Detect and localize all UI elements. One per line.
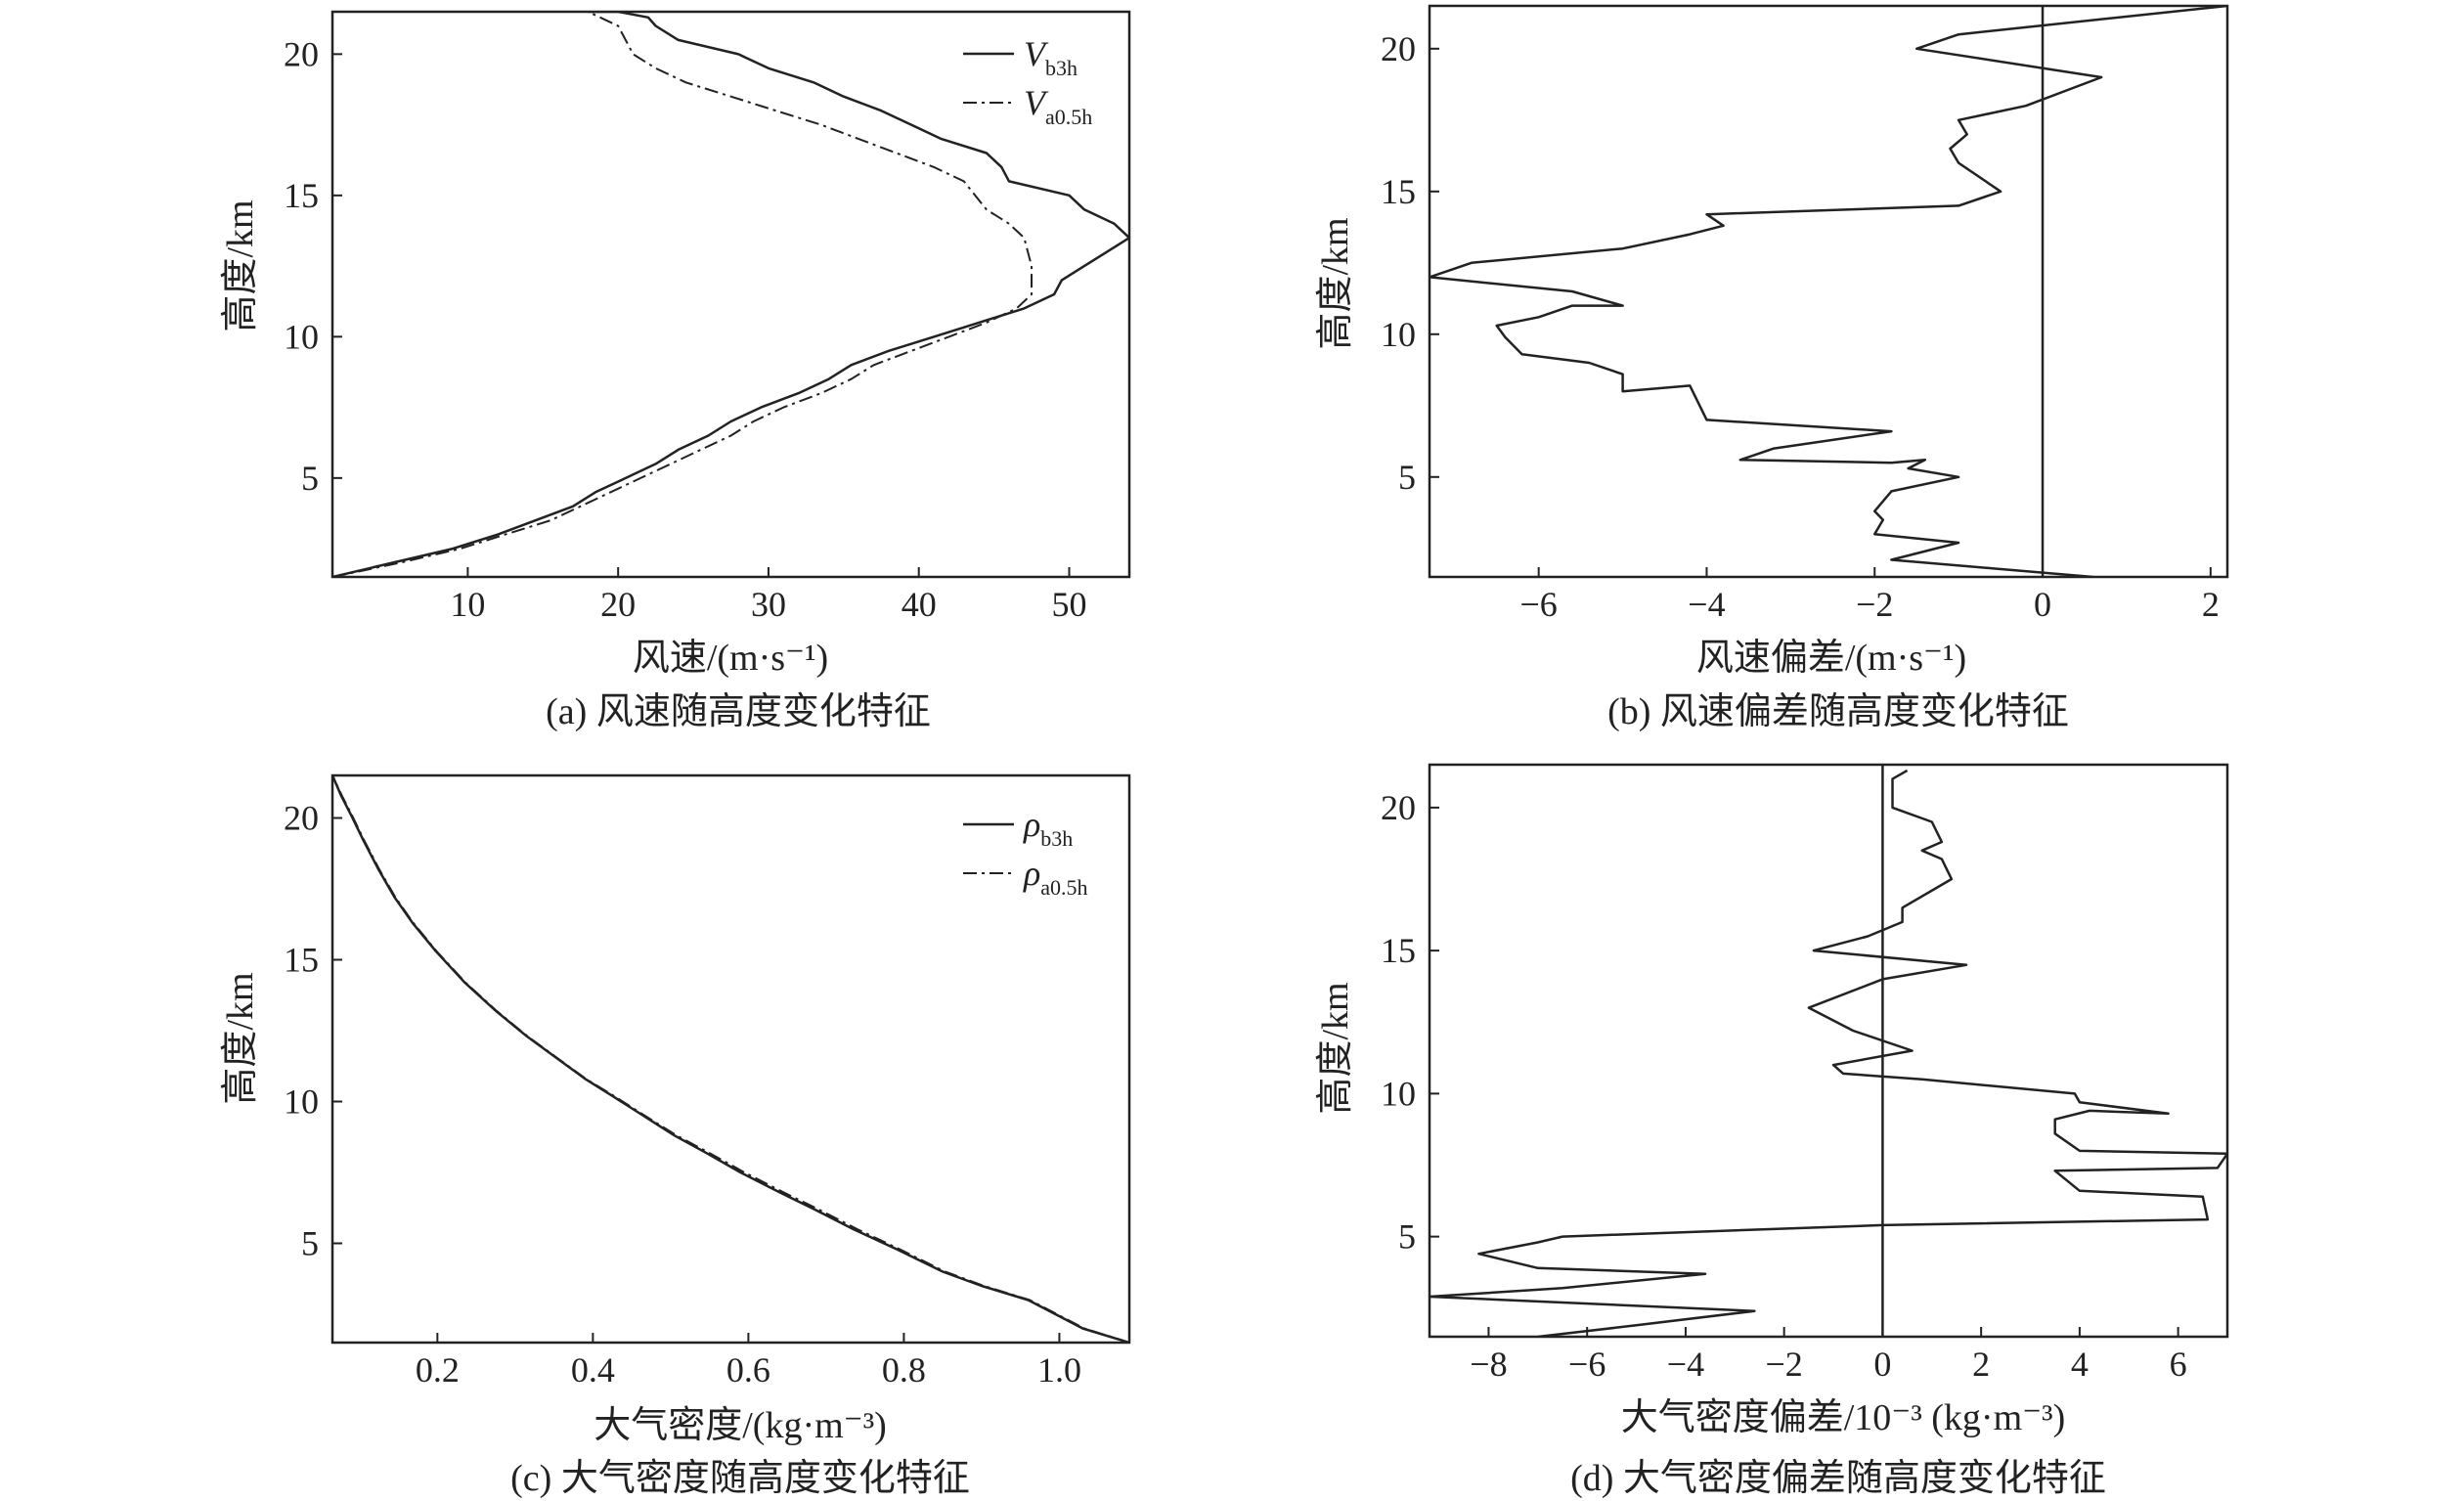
x-axis-ticks-d: −8 −6 −4 −2 0 2 4 6 [1470,1327,2187,1384]
data-lines-c [332,775,1129,1343]
y-tick-label: 5 [301,459,319,498]
y-axis-label-b: 高度/km [1315,217,1356,349]
y-tick-label: 15 [1381,172,1416,211]
series-line-s0 [1430,769,2227,1337]
legend-entry: ρb3h [1023,805,1073,851]
y-tick-label: 20 [284,34,319,73]
y-tick-label: 20 [1381,29,1416,68]
plot-frame-d [1428,763,2229,1339]
plot-frame-b [1428,4,2229,579]
y-axis-label-c: 高度/km [220,972,261,1104]
data-lines-d [1430,765,2227,1337]
x-tick-label: 0 [2034,585,2051,624]
x-tick-label: −6 [1568,1345,1606,1384]
y-tick-label: 10 [284,317,319,356]
legend-entry: Vb3h [1024,34,1078,80]
x-tick-label: −6 [1520,585,1558,624]
y-tick-label: 5 [1398,1217,1416,1257]
series-line-b3h [332,12,1129,577]
x-tick-label: 0 [1873,1345,1891,1384]
x-axis-label-c: 大气密度/(kg·m⁻³) [594,1405,887,1446]
x-tick-label: −4 [1667,1345,1704,1384]
x-tick-label: 6 [2170,1345,2187,1384]
x-tick-label: 0.2 [416,1350,460,1390]
x-tick-label: 4 [2071,1345,2089,1384]
panel-b: −6 −4 −2 0 2 5 10 15 20 风速偏差/(m·s⁻¹) 高度/km (b) … [1315,4,2229,732]
x-axis-ticks-a: 10 20 30 40 50 [450,567,1086,624]
plot-frame-c [330,773,1131,1345]
x-tick-label: 0.4 [571,1350,615,1390]
x-tick-label: −2 [1856,585,1893,624]
x-tick-label: 0.6 [726,1350,770,1390]
y-tick-label: 10 [1381,1074,1416,1113]
plot-frame-a [330,10,1131,579]
x-tick-label: 1.0 [1037,1350,1081,1390]
y-axis-label-d: 高度/km [1315,982,1356,1114]
y-axis-ticks-b: 5 10 15 20 [1381,29,1439,497]
data-lines-a [332,12,1129,577]
panel-d: −8 −6 −4 −2 0 2 4 6 5 10 15 20 大气密度偏差/10⁻³ (kg·m⁻³… [1315,763,2229,1499]
x-axis-label-d: 大气密度偏差/10⁻³ (kg·m⁻³) [1621,1397,2065,1438]
y-axis-ticks-a: 5 10 15 20 [284,34,342,498]
y-tick-label: 10 [284,1082,319,1122]
x-tick-label: −8 [1470,1345,1507,1384]
caption-d: (d) 大气密度偏差随高度变化特征 [1570,1458,2106,1499]
x-tick-label: 40 [902,585,937,624]
y-tick-label: 5 [301,1224,319,1263]
x-tick-label: 10 [450,585,485,624]
x-tick-label: −2 [1766,1345,1803,1384]
x-tick-label: −4 [1688,585,1725,624]
x-tick-label: 2 [2202,585,2220,624]
y-tick-label: 10 [1381,315,1416,354]
y-tick-label: 15 [284,176,319,215]
y-tick-label: 20 [1381,788,1416,827]
caption-b: (b) 风速偏差随高度变化特征 [1607,691,2069,732]
y-tick-label: 15 [284,941,319,980]
x-tick-label: 50 [1051,585,1086,624]
y-axis-ticks-d: 5 10 15 20 [1381,788,1439,1257]
data-lines-b [1430,6,2227,577]
x-tick-label: 2 [1972,1345,1990,1384]
caption-a: (a) 风速随高度变化特征 [546,691,931,732]
y-tick-label: 15 [1381,931,1416,970]
x-tick-label: 20 [600,585,636,624]
x-axis-label-a: 风速/(m·s⁻¹) [633,638,828,679]
x-axis-label-b: 风速偏差/(m·s⁻¹) [1696,638,1966,679]
x-tick-label: 0.8 [882,1350,926,1390]
x-axis-ticks-b: −6 −4 −2 0 2 [1520,567,2220,624]
legend-entry: Va0.5h [1024,83,1092,129]
y-tick-label: 5 [1398,458,1416,497]
x-axis-ticks-c: 0.2 0.4 0.6 0.8 1.0 [416,1333,1081,1390]
series-line-a0.5h [332,12,1033,577]
series-line-a0.5h [332,775,1129,1343]
y-axis-label-a: 高度/km [220,199,261,331]
y-axis-ticks-c: 5 10 15 20 [284,799,342,1263]
caption-c: (c) 大气密度随高度变化特征 [510,1458,970,1499]
series-line-s0 [1430,6,2227,577]
y-tick-label: 20 [284,799,319,838]
x-tick-label: 30 [751,585,786,624]
legend-entry: ρa0.5h [1023,854,1088,900]
